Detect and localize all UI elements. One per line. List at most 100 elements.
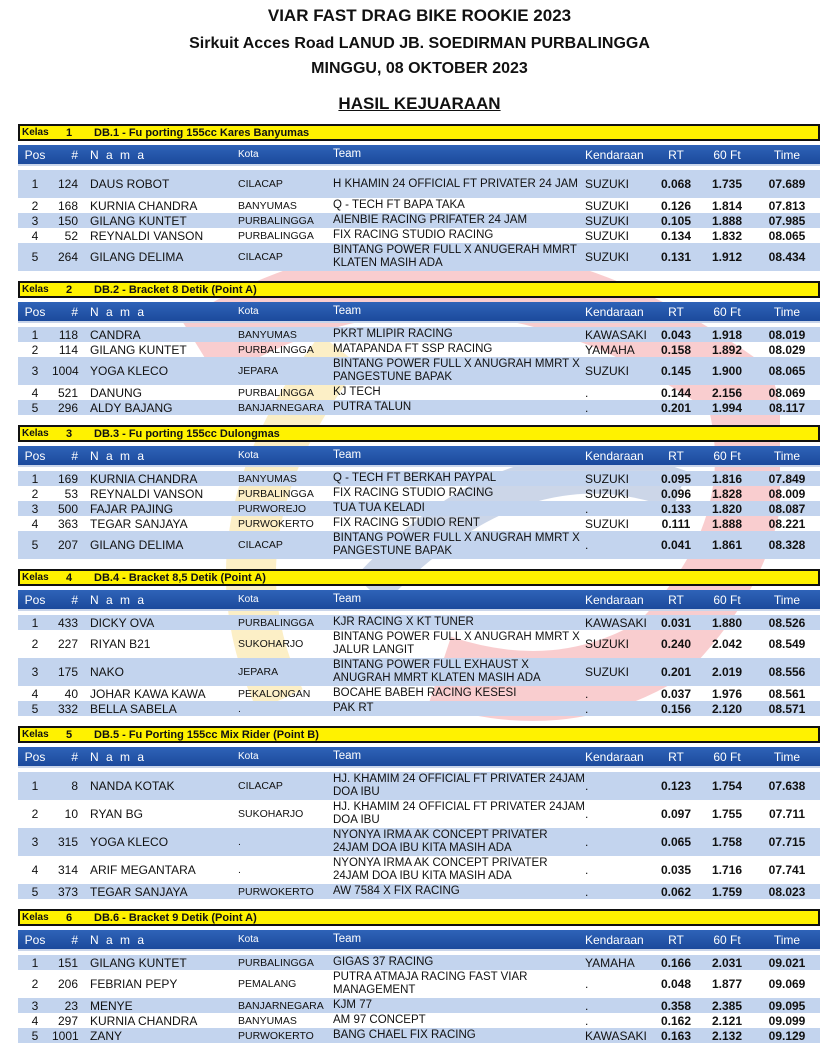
cell-kota: . — [238, 836, 241, 848]
cell-pos: 1 — [31, 779, 39, 793]
cell-num: 296 — [57, 400, 78, 415]
column-header-time: Time — [773, 448, 801, 463]
column-header-pos: Pos — [24, 749, 46, 764]
results-heading: HASIL KEJUARAAN — [338, 94, 501, 113]
cell-kota: PURWOKERTO — [238, 517, 314, 530]
cell-rt: 0.144 — [660, 385, 692, 400]
cell-pos: 2 — [31, 198, 39, 213]
cell-rt: 0.156 — [660, 701, 692, 716]
cell-team: HJ. KHAMIM 24 OFFICIAL FT PRIVATER 24JAM… — [333, 773, 585, 798]
table-row: 2 206 FEBRIAN PEPY PEMALANG PUTRA ATMAJA RAC… — [18, 970, 820, 998]
table-row: 1 433 DICKY OVA PURBALINGGA KJR RACING X KT … — [18, 615, 820, 630]
class-section: Kelas 2 DB.2 - Bracket 8 Detik (Point A)… — [18, 281, 820, 415]
cell-kota: PURWOREJO — [238, 502, 307, 515]
cell-team: GIGAS 37 RACING — [333, 956, 434, 968]
column-header-pos: Pos — [24, 592, 46, 607]
class-bar: Kelas 2 DB.2 - Bracket 8 Detik (Point A) — [18, 281, 820, 298]
cell-team: BINTANG POWER FULL X ANUGRAH MMRT X JALU… — [333, 631, 580, 656]
cell-rt: 0.096 — [660, 486, 692, 501]
cell-nama: DICKY OVA — [90, 615, 155, 630]
table-header: Pos # N a m a Kota Team Kendaraan RT 60 Ft Time — [18, 302, 820, 323]
cell-team: BINTANG POWER FULL EXHAUST X ANUGRAH MMR… — [333, 659, 541, 684]
column-header-pos: Pos — [24, 304, 46, 319]
table-row: 2 168 KURNIA CHANDRA BANYUMAS Q - TECH FT BA… — [18, 198, 820, 213]
cell-team: TUA TUA KELADI — [333, 502, 425, 514]
cell-kota: BANJARNEGARA — [238, 999, 324, 1012]
table-header: Pos # N a m a Kota Team Kendaraan RT 60 Ft Time — [18, 446, 820, 467]
cell-nama: GILANG DELIMA — [90, 250, 184, 264]
cell-nama: JOHAR KAWA KAWA — [90, 686, 206, 701]
cell-team: AM 97 CONCEPT — [333, 1014, 426, 1026]
cell-nama: BELLA SABELA — [90, 701, 177, 716]
cell-time: 07.813 — [768, 198, 806, 213]
cell-sf: 1.900 — [711, 364, 743, 378]
cell-time: 08.328 — [768, 538, 806, 552]
cell-kend: . — [585, 1013, 589, 1028]
cell-sf: 1.828 — [711, 486, 743, 501]
cell-nama: NANDA KOTAK — [90, 779, 175, 793]
class-label: Kelas — [22, 912, 49, 923]
cell-kota: CILACAP — [238, 780, 283, 792]
cell-sf: 1.735 — [711, 177, 743, 191]
cell-nama: DAUS ROBOT — [90, 177, 170, 191]
cell-kend: . — [585, 538, 589, 552]
cell-kend: SUZUKI — [585, 665, 630, 679]
cell-num: 168 — [57, 198, 78, 213]
cell-sf: 1.976 — [711, 686, 743, 701]
column-header-num: # — [71, 932, 78, 947]
cell-rt: 0.043 — [660, 327, 692, 342]
cell-sf: 1.861 — [711, 538, 743, 552]
class-name: DB.1 - Fu porting 155cc Kares Banyumas — [94, 126, 310, 139]
column-header-rt: RT — [668, 147, 684, 162]
cell-nama: KURNIA CHANDRA — [90, 471, 198, 486]
results-table: 1 124 DAUS ROBOT CILACAP H KHAMIN 24 OFFICIA… — [18, 170, 820, 271]
table-row: 1 151 GILANG KUNTET PURBALINGGA GIGAS 37 RAC… — [18, 955, 820, 970]
column-header-nama: N a m a — [90, 448, 147, 463]
event-date: MINGGU, 08 OKTOBER 2023 — [311, 60, 528, 77]
cell-team: BINTANG POWER FULL X ANUGERAH MMRT KLATE… — [333, 244, 577, 269]
cell-nama: RIYAN B21 — [90, 637, 151, 651]
cell-sf: 1.877 — [711, 977, 743, 991]
column-header-sixty: 60 Ft — [713, 932, 741, 947]
cell-pos: 4 — [31, 863, 39, 877]
column-header-rt: RT — [668, 932, 684, 947]
cell-kota: BANYUMAS — [238, 328, 297, 341]
cell-time: 09.021 — [768, 955, 806, 970]
column-header-time: Time — [773, 592, 801, 607]
cell-rt: 0.041 — [660, 538, 692, 552]
cell-team: BANG CHAEL FIX RACING — [333, 1029, 476, 1041]
class-section: Kelas 6 DB.6 - Bracket 9 Detik (Point A)… — [18, 909, 820, 1043]
cell-kota: PEKALONGAN — [238, 687, 311, 700]
cell-kend: . — [585, 385, 589, 400]
cell-team: HJ. KHAMIM 24 OFFICIAL FT PRIVATER 24JAM… — [333, 801, 585, 826]
column-header-num: # — [71, 147, 78, 162]
cell-rt: 0.134 — [660, 228, 692, 243]
cell-team: FIX RACING STUDIO RACING — [333, 229, 494, 241]
cell-rt: 0.068 — [660, 177, 692, 191]
cell-num: 23 — [64, 998, 78, 1013]
cell-num: 264 — [57, 250, 78, 264]
cell-nama: TEGAR SANJAYA — [90, 884, 188, 899]
cell-rt: 0.031 — [660, 615, 692, 630]
cell-nama: GILANG KUNTET — [90, 342, 187, 357]
cell-rt: 0.035 — [660, 863, 692, 877]
class-number: 3 — [66, 427, 73, 440]
column-header-rt: RT — [668, 592, 684, 607]
cell-kend: . — [585, 807, 589, 821]
cell-kend: KAWASAKI — [585, 327, 647, 342]
cell-num: 150 — [57, 213, 78, 228]
cell-team: KJM 77 — [333, 999, 372, 1011]
cell-num: 332 — [57, 701, 78, 716]
class-section: Kelas 1 DB.1 - Fu porting 155cc Kares Ba… — [18, 124, 820, 271]
column-header-team: Team — [333, 148, 362, 160]
table-row: 2 10 RYAN BG SUKOHARJO HJ. KHAMIM 24 OFFICIA… — [18, 800, 820, 828]
cell-pos: 3 — [31, 665, 39, 679]
cell-sf: 1.912 — [711, 250, 743, 264]
cell-sf: 1.758 — [711, 835, 743, 849]
cell-kota: . — [238, 702, 241, 715]
column-header-sixty: 60 Ft — [713, 448, 741, 463]
column-header-team: Team — [333, 933, 362, 945]
cell-kend: YAMAHA — [585, 955, 635, 970]
cell-sf: 1.892 — [711, 342, 743, 357]
cell-kota: CILACAP — [238, 251, 283, 263]
